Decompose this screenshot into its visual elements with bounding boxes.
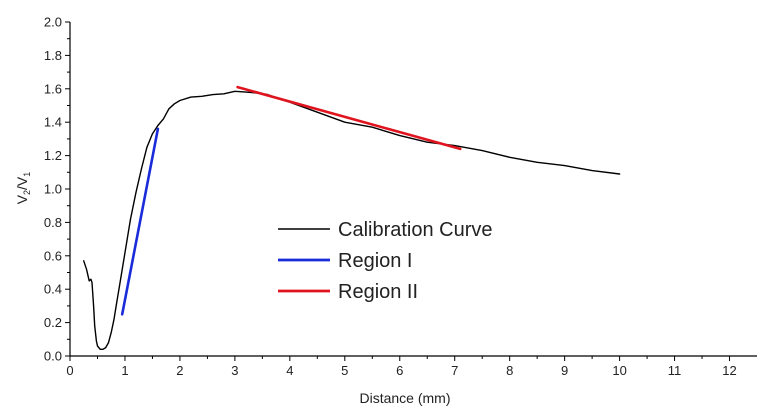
y-tick-label: 0.8	[44, 215, 62, 230]
y-axis-title-slash: /	[14, 186, 30, 190]
y-tick-label: 1.6	[44, 81, 62, 96]
y-tick-label: 1.8	[44, 48, 62, 63]
y-tick-label: 2.0	[44, 15, 62, 30]
plot-frame	[69, 22, 757, 357]
y-tick-label: 0.4	[44, 282, 62, 297]
y-axis-title-den-base: V	[14, 176, 30, 186]
series-line-region-ii	[236, 85, 462, 151]
y-axis-title: V2/V1	[14, 172, 32, 205]
series-line-calibration-curve	[83, 90, 621, 350]
x-tick-label: 3	[231, 363, 238, 378]
x-tick-label: 11	[668, 363, 682, 378]
x-tick-label: 6	[396, 363, 403, 378]
y-tick-label: 1.0	[44, 182, 62, 197]
series-line-region-i	[120, 127, 160, 316]
x-axis-title: Distance (mm)	[359, 390, 450, 406]
x-tick-label: 4	[286, 363, 293, 378]
x-tick-label: 9	[561, 363, 568, 378]
legend-label: Region I	[338, 250, 413, 272]
y-tick-label: 0.6	[44, 248, 62, 263]
x-tick-label: 12	[722, 363, 736, 378]
x-tick-label: 5	[341, 363, 348, 378]
y-tick-label: 0.2	[44, 315, 62, 330]
y-axis-title-num-sub: 2	[22, 190, 32, 195]
x-axis: 0 1 2 3 4 5 6 7 8 9 10 11 12	[66, 356, 737, 378]
x-tick-label: 8	[506, 363, 513, 378]
legend: Calibration Curve Region I Region II	[278, 219, 493, 303]
x-tick-label: 0	[66, 363, 73, 378]
legend-label: Region II	[338, 281, 418, 303]
x-tick-label: 7	[451, 363, 458, 378]
y-tick-label: 1.4	[44, 115, 62, 130]
y-tick-label: 0.0	[44, 349, 62, 364]
legend-label: Calibration Curve	[338, 219, 493, 241]
x-tick-label: 10	[612, 363, 626, 378]
series-layer	[83, 85, 621, 350]
x-tick-label: 2	[176, 363, 183, 378]
y-axis: 0.0 0.2 0.4 0.6 0.8 1.0 1.2 1.4 1.6 1.8 2.0	[44, 15, 70, 364]
y-tick-label: 1.2	[44, 148, 62, 163]
y-axis-title-base: V	[14, 194, 30, 204]
x-tick-label: 1	[121, 363, 128, 378]
y-axis-title-den-sub: 1	[22, 172, 32, 177]
